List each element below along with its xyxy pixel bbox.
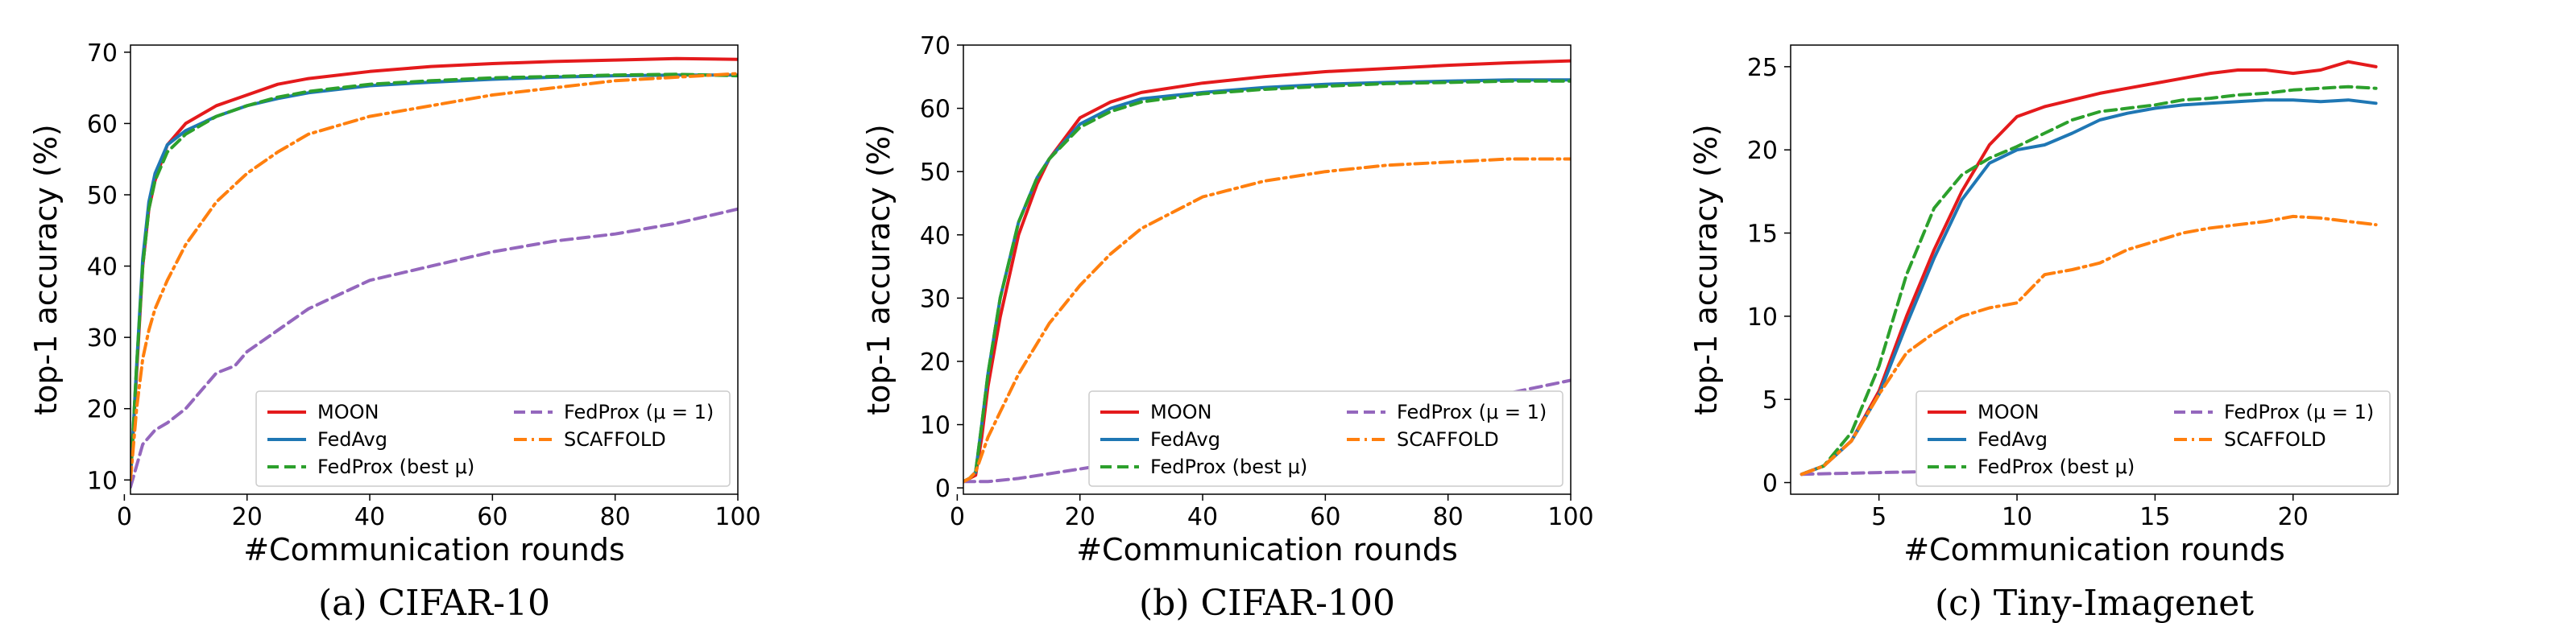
legend-entry-fedprox-mu1: FedProx (μ = 1) — [514, 401, 714, 423]
x-tick-label: 20 — [232, 503, 263, 531]
series-line-scaffold — [130, 72, 738, 482]
legend-entry-scaffold: SCAFFOLD — [514, 428, 666, 451]
legend-label-fedavg: FedAvg — [1978, 428, 2048, 451]
y-axis-label: top-1 accuracy (%) — [28, 124, 64, 415]
legend-entry-moon: MOON — [1928, 401, 2039, 423]
y-tick-label: 0 — [935, 475, 950, 503]
legend-label-moon: MOON — [1150, 401, 1211, 423]
y-tick-label: 25 — [1747, 54, 1778, 82]
x-tick-label: 40 — [1187, 503, 1218, 531]
legend-label-moon: MOON — [1978, 401, 2039, 423]
x-tick-label: 80 — [1433, 503, 1464, 531]
y-axis-label: top-1 accuracy (%) — [861, 124, 897, 415]
legend: MOON FedAvg FedProx (best μ) FedProx (μ … — [1088, 390, 1563, 487]
legend-label-scaffold: SCAFFOLD — [2224, 428, 2326, 451]
legend-label-scaffold: SCAFFOLD — [564, 428, 666, 451]
legend-label-fedprox-mu1: FedProx (μ = 1) — [1397, 401, 1547, 423]
x-tick-label: 20 — [1065, 503, 1095, 531]
legend-entry-fedavg: FedAvg — [1928, 428, 2048, 451]
y-tick-label: 50 — [920, 159, 950, 187]
legend-entry-moon: MOON — [1100, 401, 1211, 423]
legend: MOON FedAvg FedProx (best μ) FedProx (μ … — [1915, 390, 2391, 487]
series-line-fedprox-1 — [130, 207, 738, 489]
y-tick-label: 20 — [87, 396, 118, 424]
y-tick-label: 20 — [1747, 137, 1778, 165]
y-tick-label: 70 — [87, 39, 118, 68]
y-tick-label: 5 — [1762, 386, 1778, 415]
y-tick-label: 60 — [920, 96, 950, 124]
series-line-moon — [1799, 60, 2378, 477]
legend-entry-scaffold: SCAFFOLD — [2174, 428, 2326, 451]
x-tick-label: 0 — [117, 503, 132, 531]
x-tick-label: 100 — [1547, 503, 1593, 531]
panel-caption: (b) CIFAR-100 — [1139, 583, 1395, 623]
y-tick-label: 70 — [920, 32, 950, 60]
x-tick-label: 10 — [2002, 503, 2032, 531]
x-axis-label: #Communication rounds — [1076, 532, 1458, 567]
legend-label-fedprox-mu1: FedProx (μ = 1) — [2224, 401, 2374, 423]
legend-label-scaffold: SCAFFOLD — [1397, 428, 1499, 451]
legend-entry-fedprox-mu1: FedProx (μ = 1) — [2174, 401, 2374, 423]
panel-caption: (a) CIFAR-10 — [318, 583, 550, 623]
legend-entry-moon: MOON — [267, 401, 379, 423]
y-tick-label: 40 — [87, 254, 118, 282]
x-tick-label: 40 — [354, 503, 385, 531]
series-line-fedprox-best — [963, 79, 1571, 484]
legend-entry-fedprox-best: FedProx (best μ) — [267, 456, 474, 478]
legend-entry-fedavg: FedAvg — [267, 428, 387, 451]
series-line-fedprox-best — [130, 72, 738, 482]
plot-frame — [130, 44, 739, 495]
y-tick-label: 60 — [87, 110, 118, 138]
y-tick-label: 10 — [1747, 303, 1778, 332]
x-tick-label: 60 — [1310, 503, 1340, 531]
legend-label-fedprox-mu1: FedProx (μ = 1) — [564, 401, 714, 423]
series-line-scaffold — [1799, 214, 2378, 477]
plot-frame — [1790, 44, 2399, 495]
legend-box — [255, 390, 731, 487]
series-line-fedprox-best — [1799, 85, 2378, 477]
series-line-moon — [963, 59, 1571, 484]
panel-caption: (c) Tiny-Imagenet — [1935, 583, 2254, 623]
legend-entry-fedprox-best: FedProx (best μ) — [1100, 456, 1307, 478]
y-tick-label: 0 — [1762, 470, 1778, 498]
y-tick-label: 10 — [87, 467, 118, 495]
series-line-fedavg — [1799, 98, 2378, 477]
legend-box — [1088, 390, 1563, 487]
plot-frame — [963, 44, 1572, 495]
x-tick-label: 5 — [1871, 503, 1886, 531]
x-tick-label: 0 — [950, 503, 965, 531]
y-tick-label: 30 — [920, 285, 950, 313]
x-axis-label: #Communication rounds — [1903, 532, 2285, 567]
x-tick-label: 60 — [477, 503, 507, 531]
legend-label-fedprox-best: FedProx (best μ) — [1150, 456, 1307, 478]
legend-box — [1915, 390, 2391, 487]
x-axis-label: #Communication rounds — [243, 532, 625, 567]
legend-entry-fedavg: FedAvg — [1100, 428, 1220, 451]
y-tick-label: 30 — [87, 324, 118, 353]
y-tick-label: 50 — [87, 182, 118, 210]
panel-cifar100: 0 20 40 60 80 100 0 10 20 30 40 50 60 70 #Communicati… — [861, 32, 1594, 623]
legend-label-fedprox-best: FedProx (best μ) — [317, 456, 474, 478]
x-tick-label: 20 — [2278, 503, 2309, 531]
y-tick-label: 40 — [920, 222, 950, 250]
y-axis-label: top-1 accuracy (%) — [1688, 124, 1724, 415]
legend-entry-fedprox-best: FedProx (best μ) — [1928, 456, 2135, 478]
y-tick-label: 10 — [920, 412, 950, 440]
legend-entry-scaffold: SCAFFOLD — [1347, 428, 1499, 451]
legend-label-fedavg: FedAvg — [317, 428, 387, 451]
legend-entry-fedprox-mu1: FedProx (μ = 1) — [1347, 401, 1547, 423]
x-tick-label: 15 — [2139, 503, 2170, 531]
series-line-scaffold — [963, 157, 1571, 484]
y-tick-label: 15 — [1747, 221, 1778, 249]
panel-cifar10: 0 20 40 60 80 100 10 20 30 40 50 60 70 #Communicatio… — [28, 39, 761, 623]
legend: MOON FedAvg FedProx (best μ) FedProx (μ … — [255, 390, 731, 487]
x-tick-label: 100 — [714, 503, 760, 531]
legend-label-fedprox-best: FedProx (best μ) — [1978, 456, 2135, 478]
x-tick-label: 80 — [600, 503, 631, 531]
y-tick-label: 20 — [920, 349, 950, 377]
legend-label-fedavg: FedAvg — [1150, 428, 1220, 451]
legend-label-moon: MOON — [317, 401, 379, 423]
